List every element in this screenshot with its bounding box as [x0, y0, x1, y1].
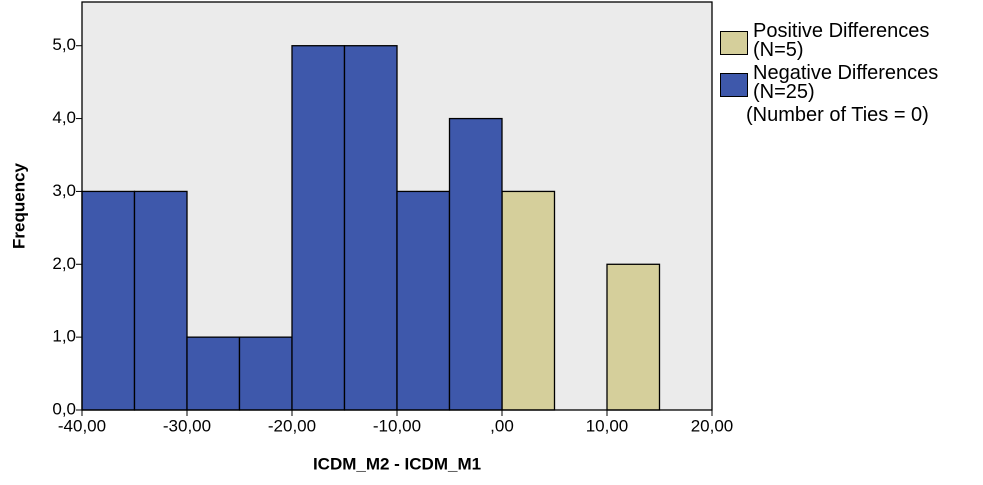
bar — [133, 190, 188, 411]
legend-entry: Negative Differences (N=25) — [720, 62, 983, 103]
bar — [343, 45, 398, 411]
legend: Positive Differences (N=5) Negative Diffe… — [720, 20, 983, 126]
legend-swatch — [720, 73, 748, 97]
x-tick-label: -10,00 — [373, 416, 421, 435]
bar — [501, 190, 556, 411]
legend-label: Positive Differences (N=5) — [753, 20, 930, 61]
x-tick-label: 20,00 — [691, 416, 734, 435]
bar — [186, 336, 241, 411]
bar — [81, 190, 136, 411]
bar — [238, 336, 293, 411]
bar — [291, 45, 346, 411]
bar — [448, 117, 503, 411]
y-tick-label: 4,0 — [52, 108, 76, 127]
x-axis-label: ICDM_M2 - ICDM_M1 — [313, 454, 481, 473]
bar — [606, 263, 661, 411]
x-tick-label: -20,00 — [268, 416, 316, 435]
annotation: (Number of Ties = 0) — [746, 104, 929, 126]
y-tick-label: 1,0 — [52, 327, 76, 346]
y-tick-label: 3,0 — [52, 181, 76, 200]
legend-swatch — [720, 31, 748, 55]
x-tick-label: 10,00 — [586, 416, 629, 435]
y-axis-label: Frequency — [9, 162, 28, 249]
x-tick-label: -30,00 — [163, 416, 211, 435]
y-tick-label: 2,0 — [52, 254, 76, 273]
y-tick-label: 0,0 — [52, 399, 76, 418]
legend-entry: Positive Differences (N=5) — [720, 20, 983, 61]
x-tick-label: ,00 — [490, 416, 514, 435]
bar — [396, 190, 451, 411]
x-tick-label: -40,00 — [58, 416, 106, 435]
y-tick-label: 5,0 — [52, 35, 76, 54]
legend-label: Negative Differences (N=25) — [753, 62, 939, 103]
